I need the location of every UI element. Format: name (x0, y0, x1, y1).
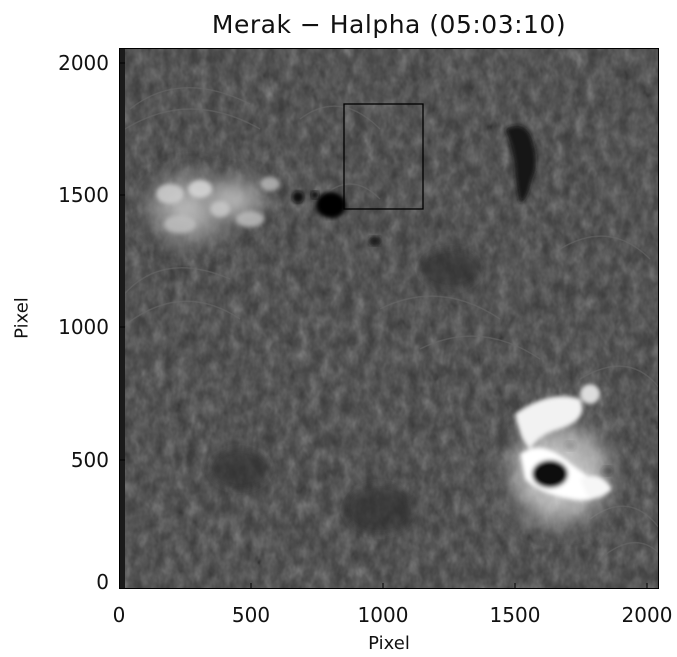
flare-ribbons (515, 384, 612, 501)
fibril-arcs (120, 87, 658, 560)
left-plage-core (156, 177, 280, 233)
dark-filament (505, 125, 536, 204)
plot-title: Merak − Halpha (05:03:10) (211, 10, 567, 39)
y-tick-label: 1500 (58, 183, 109, 207)
y-tick-label: 500 (70, 448, 109, 472)
x-tick-label: 1000 (357, 603, 409, 627)
x-axis-label: Pixel (368, 633, 410, 654)
y-axis-label: Pixel (11, 297, 33, 339)
x-tick-label: 500 (231, 603, 271, 627)
region-box (343, 103, 424, 210)
y-tick-label: 1000 (58, 315, 109, 339)
x-tick-label: 1500 (489, 603, 541, 627)
solar-halpha-image (119, 48, 659, 589)
y-tick-label: 2000 (58, 51, 109, 75)
y-tick-label: 0 (96, 570, 109, 594)
dark-patches (210, 249, 480, 534)
x-tick-label: 0 (112, 603, 126, 627)
x-tick-label: 2000 (621, 603, 673, 627)
left-edge-strip (120, 49, 125, 588)
solar-image-svg (120, 49, 658, 588)
